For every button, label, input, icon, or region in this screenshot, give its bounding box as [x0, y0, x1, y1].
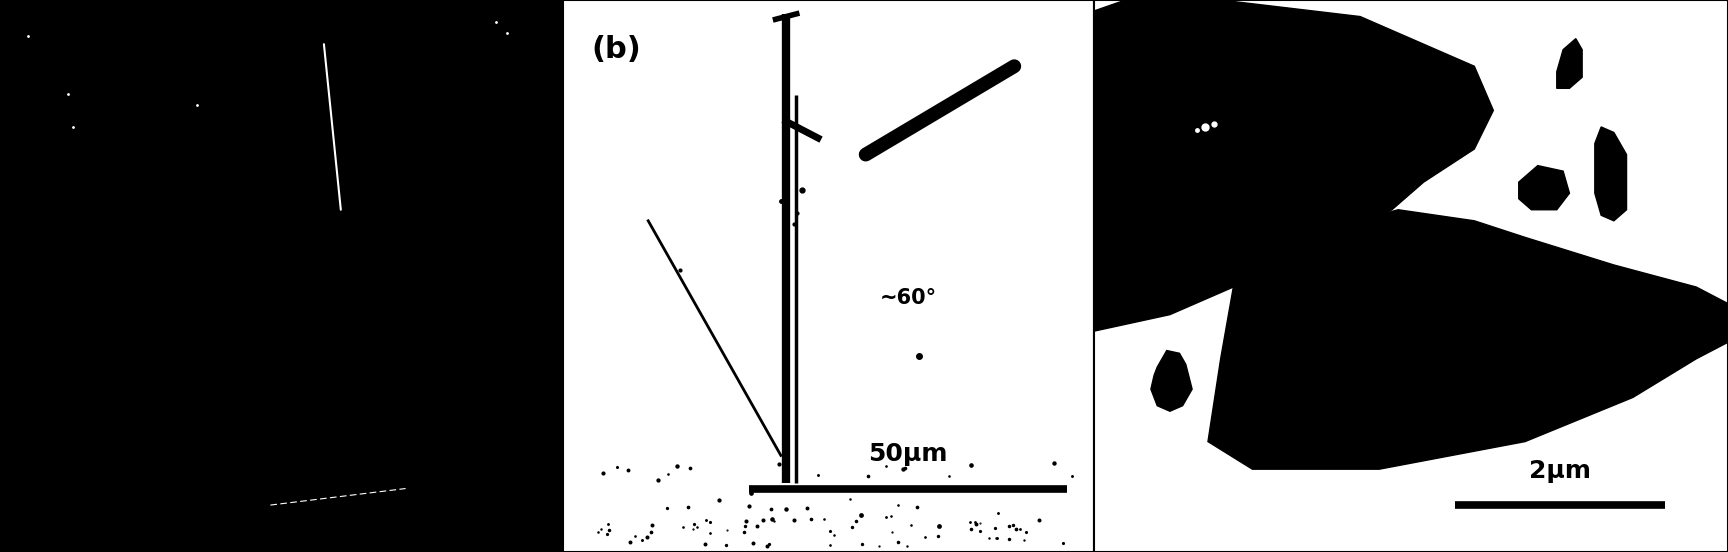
- Text: 50μm: 50μm: [869, 443, 949, 466]
- Polygon shape: [1595, 127, 1626, 221]
- Text: 2μm: 2μm: [1529, 459, 1591, 483]
- Polygon shape: [1094, 0, 1493, 331]
- Polygon shape: [1519, 166, 1569, 210]
- Text: (c): (c): [1121, 30, 1168, 59]
- Polygon shape: [1557, 39, 1583, 88]
- Text: ~60°: ~60°: [880, 288, 937, 308]
- Text: (b): (b): [591, 35, 641, 64]
- Polygon shape: [1151, 351, 1192, 411]
- Polygon shape: [1208, 210, 1728, 469]
